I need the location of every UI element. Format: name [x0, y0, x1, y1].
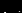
FancyBboxPatch shape — [10, 4, 11, 6]
Text: 30: 30 — [14, 0, 22, 8]
Text: 23: 23 — [7, 0, 22, 6]
Text: WATER
TANK: WATER TANK — [0, 0, 22, 13]
Text: 34: 34 — [11, 0, 22, 6]
Text: HYDROGEN
GENERATOR: HYDROGEN GENERATOR — [0, 0, 22, 13]
Text: ENGINE: ENGINE — [0, 0, 22, 13]
Text: 13: 13 — [5, 0, 22, 5]
Text: 24: 24 — [9, 0, 22, 8]
Text: 21: 21 — [4, 0, 22, 6]
FancyBboxPatch shape — [9, 3, 11, 4]
Text: 22: 22 — [7, 0, 22, 5]
Text: 25: 25 — [8, 0, 22, 8]
Text: 39: 39 — [9, 0, 22, 6]
Text: 32: 32 — [17, 0, 22, 7]
Text: Pump: Pump — [0, 0, 22, 12]
FancyBboxPatch shape — [5, 3, 8, 4]
Bar — [8, 8, 11, 10]
Bar — [7, 6, 8, 7]
Circle shape — [4, 5, 5, 6]
Text: 15: 15 — [7, 0, 22, 3]
Text: HX: HX — [0, 0, 21, 13]
Text: FUEL
TANK: FUEL TANK — [0, 0, 22, 13]
Text: 26: 26 — [8, 0, 22, 7]
FancyBboxPatch shape — [14, 3, 17, 4]
Text: 14: 14 — [17, 0, 22, 3]
Text: 36: 36 — [11, 0, 22, 3]
Text: HX: HX — [0, 0, 22, 13]
Text: 12: 12 — [8, 0, 22, 3]
Bar — [3, 5, 6, 7]
Text: 28: 28 — [12, 0, 22, 9]
Bar — [9, 6, 10, 7]
Text: HX: HX — [0, 0, 22, 13]
Text: 10: 10 — [4, 0, 22, 8]
Text: 35: 35 — [10, 0, 22, 5]
Text: CONVERTER: CONVERTER — [0, 0, 22, 13]
Text: 27: 27 — [10, 0, 22, 10]
Text: 22: 22 — [6, 0, 22, 5]
Text: 10: 10 — [4, 0, 22, 8]
Text: 18: 18 — [12, 0, 22, 6]
Text: TURBO
COMPRESSOR: TURBO COMPRESSOR — [0, 0, 22, 13]
Bar — [14, 5, 17, 7]
